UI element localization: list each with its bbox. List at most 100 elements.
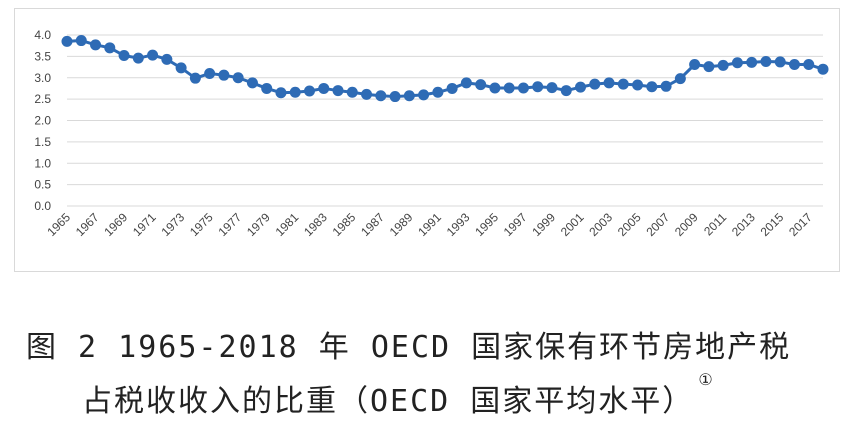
data-point xyxy=(175,62,187,74)
data-point xyxy=(489,82,501,94)
x-tick-label: 1979 xyxy=(244,210,273,239)
chart-area: 0.0 0.5 1.0 1.5 2.0 2.5 3.0 3.5 4.0 1965 1967 1969… xyxy=(14,8,840,272)
x-tick-label: 2001 xyxy=(558,210,587,239)
y-tick-label: 2.5 xyxy=(34,92,51,106)
data-point xyxy=(161,53,173,65)
data-point xyxy=(774,56,786,68)
data-point xyxy=(575,81,587,93)
x-tick-label: 2009 xyxy=(672,210,701,239)
y-tick-label: 3.5 xyxy=(34,49,51,63)
y-tick-label: 0.0 xyxy=(34,199,51,213)
y-tick-label: 2.0 xyxy=(34,114,51,128)
line-chart: 0.0 0.5 1.0 1.5 2.0 2.5 3.0 3.5 4.0 1965 1967 1969… xyxy=(34,28,829,239)
data-point xyxy=(532,81,544,93)
x-tick-label: 1993 xyxy=(444,210,473,239)
y-tick-label: 3.0 xyxy=(34,71,51,85)
data-point xyxy=(560,85,572,97)
x-tick-label: 1985 xyxy=(330,210,359,239)
x-tick-label: 1969 xyxy=(101,210,130,239)
data-point xyxy=(503,82,515,94)
data-point xyxy=(617,78,629,90)
x-tick-label: 1997 xyxy=(501,210,530,239)
data-point xyxy=(75,35,87,47)
data-point xyxy=(90,39,102,51)
x-tick-label: 2013 xyxy=(729,210,758,239)
data-point xyxy=(61,35,73,47)
x-tick-label: 1983 xyxy=(301,210,330,239)
data-point xyxy=(346,86,358,98)
data-point xyxy=(361,88,373,100)
x-tick-label: 1989 xyxy=(387,210,416,239)
data-point xyxy=(717,59,729,71)
y-tick-label: 1.5 xyxy=(34,135,51,149)
data-point xyxy=(788,58,800,70)
data-point xyxy=(261,82,273,94)
data-point xyxy=(589,78,601,90)
data-point xyxy=(475,79,487,91)
x-tick-label: 2007 xyxy=(643,210,672,239)
x-tick-label: 2015 xyxy=(758,210,787,239)
data-point xyxy=(218,69,230,81)
data-point xyxy=(432,86,444,98)
data-point xyxy=(632,79,644,91)
data-point xyxy=(660,80,672,92)
x-tick-label: 2017 xyxy=(786,210,815,239)
data-point xyxy=(689,58,701,70)
data-point xyxy=(403,90,415,102)
y-axis-ticks: 0.0 0.5 1.0 1.5 2.0 2.5 3.0 3.5 4.0 xyxy=(34,28,51,213)
x-tick-label: 1975 xyxy=(187,210,216,239)
data-point xyxy=(275,87,287,99)
data-point xyxy=(389,91,401,103)
figure-caption-line2: 占税收收入的比重（OECD 国家平均水平）① xyxy=(82,370,715,420)
x-tick-label: 1971 xyxy=(130,210,159,239)
y-tick-label: 1.0 xyxy=(34,156,51,170)
x-axis-ticks: 1965 1967 1969 1971 1973 1975 1977 1979 1981 1983… xyxy=(44,210,815,239)
x-tick-label: 1977 xyxy=(216,210,245,239)
data-point xyxy=(731,57,743,69)
data-point xyxy=(703,61,715,73)
x-tick-label: 1967 xyxy=(73,210,102,239)
gridlines xyxy=(67,34,823,207)
caption-text-2: 占税收收入的比重（OECD 国家平均水平） xyxy=(82,384,695,419)
caption-text-1: 图 2 1965-2018 年 OECD 国家保有环节房地产税 xyxy=(26,330,792,365)
x-tick-label: 1965 xyxy=(44,210,73,239)
data-point xyxy=(460,77,472,89)
data-point xyxy=(332,85,344,97)
data-point xyxy=(318,82,330,94)
x-tick-label: 2003 xyxy=(586,210,615,239)
data-point xyxy=(289,86,301,98)
data-point xyxy=(147,49,159,61)
data-point xyxy=(189,72,201,84)
data-point xyxy=(603,77,615,89)
data-point xyxy=(646,81,658,93)
data-point xyxy=(760,56,772,68)
y-tick-label: 0.5 xyxy=(34,178,51,192)
data-point xyxy=(104,42,116,54)
data-point xyxy=(204,67,216,79)
data-points xyxy=(61,35,829,103)
x-tick-label: 1991 xyxy=(415,210,444,239)
x-tick-label: 2005 xyxy=(615,210,644,239)
data-point xyxy=(817,63,829,75)
footnote-mark: ① xyxy=(698,370,715,389)
figure-caption-line1: 图 2 1965-2018 年 OECD 国家保有环节房地产税 xyxy=(26,322,791,366)
x-tick-label: 1999 xyxy=(529,210,558,239)
data-point xyxy=(446,82,458,94)
data-point xyxy=(232,72,244,84)
data-point xyxy=(246,77,258,89)
x-tick-label: 1995 xyxy=(472,210,501,239)
data-point xyxy=(303,85,315,97)
data-point xyxy=(132,52,144,64)
data-point xyxy=(674,73,686,85)
x-tick-label: 2011 xyxy=(701,210,729,238)
data-point xyxy=(375,90,387,102)
data-point xyxy=(546,82,558,94)
data-point xyxy=(517,82,529,94)
data-point xyxy=(118,50,130,62)
data-point xyxy=(803,58,815,70)
x-tick-label: 1981 xyxy=(273,210,302,239)
x-tick-label: 1987 xyxy=(358,210,387,239)
x-tick-label: 1973 xyxy=(158,210,187,239)
data-point xyxy=(418,89,430,101)
y-tick-label: 4.0 xyxy=(34,28,51,42)
